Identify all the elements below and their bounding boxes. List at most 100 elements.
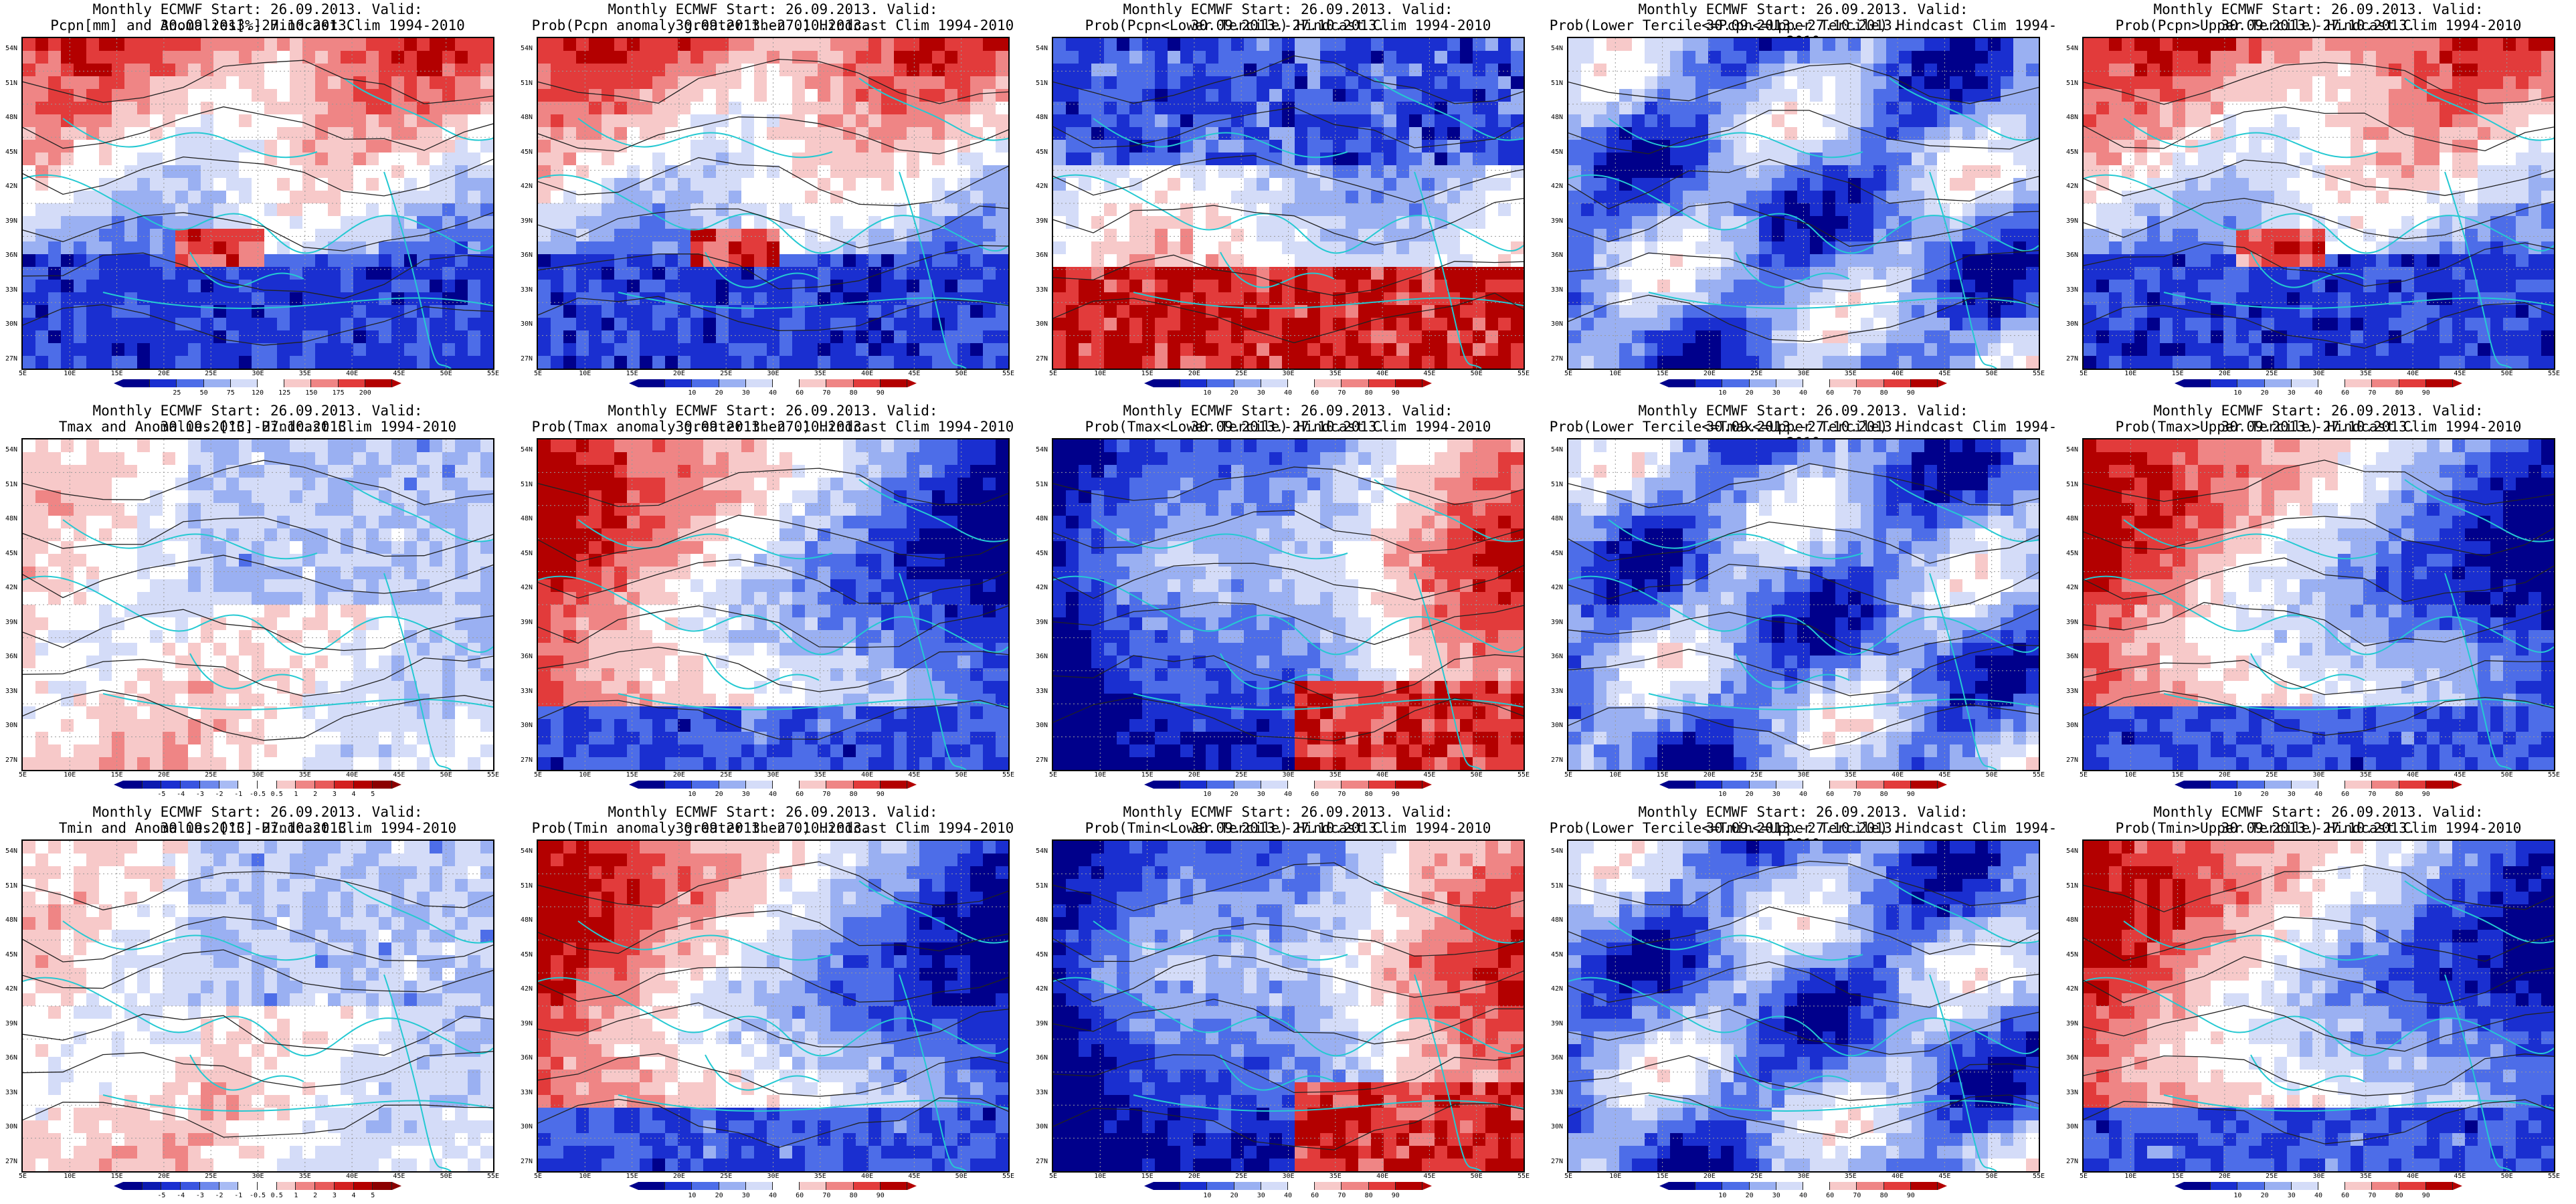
field-cell (1180, 191, 1194, 204)
field-cell (1619, 343, 1633, 357)
field-cell (1924, 241, 1938, 255)
field-cell (1129, 305, 1143, 318)
lon-tick-label: 45E (2454, 370, 2466, 377)
field-cell (652, 318, 666, 331)
field-cell (1091, 343, 1105, 357)
field-cell (290, 356, 303, 369)
field-cell (1746, 140, 1760, 153)
field-cell (2013, 330, 2027, 344)
field-cell (1396, 64, 1410, 77)
field-cell (538, 38, 551, 52)
field-cell (627, 165, 640, 179)
field-cell (1409, 140, 1422, 153)
field-cell (1485, 76, 1499, 90)
field-cell (843, 127, 856, 140)
field-cell (150, 51, 163, 64)
field-cell (957, 254, 971, 268)
field-cell (264, 89, 278, 102)
field-cell (996, 127, 1008, 140)
field-cell (302, 64, 316, 77)
field-cell (468, 343, 481, 357)
field-cell (1721, 280, 1734, 293)
field-cell (2351, 178, 2364, 191)
field-cell (99, 140, 112, 153)
field-cell (1485, 191, 1499, 204)
field-cell (1079, 216, 1092, 229)
field-cell (2122, 292, 2135, 306)
field-cell (2160, 76, 2173, 90)
field-cell (1886, 102, 1900, 115)
field-cell (1975, 114, 1989, 128)
field-cell (1409, 280, 1422, 293)
field-cell (74, 89, 87, 102)
field-cell (932, 229, 945, 242)
field-cell (1594, 343, 1607, 357)
field-cell (1823, 305, 1836, 318)
field-cell (1485, 203, 1499, 217)
field-cell (1180, 216, 1194, 229)
field-cell (455, 64, 468, 77)
field-cell (124, 89, 138, 102)
field-cell (741, 38, 755, 52)
field-cell (1358, 102, 1372, 115)
field-cell (239, 318, 252, 331)
field-cell (945, 280, 958, 293)
field-cell (1295, 241, 1308, 255)
field-cell (576, 356, 589, 369)
field-cell (264, 114, 278, 128)
field-cell (61, 280, 74, 293)
field-cell (1810, 89, 1823, 102)
field-cell (1746, 64, 1760, 77)
field-cell (1784, 89, 1798, 102)
field-cell (957, 229, 971, 242)
field-cell (1657, 89, 1671, 102)
lat-tick-label: 30N (2066, 320, 2079, 328)
field-cell (1924, 51, 1938, 64)
field-cell (1091, 165, 1105, 179)
field-cell (1104, 102, 1117, 115)
field-cell (175, 114, 189, 128)
field-cell (1129, 229, 1143, 242)
field-cell (767, 127, 780, 140)
field-cell (1473, 216, 1486, 229)
field-cell (779, 38, 793, 52)
field-cell (996, 318, 1008, 331)
colorbar-swatch (638, 379, 666, 387)
field-cell (2026, 102, 2039, 115)
field-cell (1384, 267, 1397, 280)
field-cell (150, 203, 163, 217)
field-cell (2109, 254, 2122, 268)
field-cell (1218, 165, 1232, 179)
field-cell (2084, 229, 2097, 242)
field-cell (1320, 178, 1333, 191)
field-cell (868, 51, 882, 64)
field-cell (538, 356, 551, 369)
field-cell (2325, 330, 2338, 344)
field-cell (894, 102, 907, 115)
field-cell (277, 356, 290, 369)
field-cell (2363, 89, 2377, 102)
field-cell (1937, 114, 1950, 128)
field-cell (1422, 127, 1435, 140)
field-cell (2249, 318, 2262, 331)
field-cell (703, 102, 717, 115)
field-cell (970, 343, 984, 357)
field-cell (2300, 241, 2313, 255)
colorbar-swatch (800, 379, 827, 387)
field-cell (341, 267, 354, 280)
field-cell (1244, 178, 1257, 191)
field-cell (2363, 127, 2377, 140)
field-cell (379, 216, 392, 229)
field-cell (2376, 254, 2389, 268)
field-cell (1511, 280, 1524, 293)
field-cell (2478, 102, 2491, 115)
field-cell (2185, 305, 2199, 318)
field-cell (1422, 241, 1435, 255)
field-cell (2516, 165, 2529, 179)
field-cell (86, 153, 100, 166)
field-cell (729, 165, 742, 179)
field-cell (1950, 318, 1963, 331)
field-cell (2528, 318, 2542, 331)
field-cell (1746, 318, 1760, 331)
field-cell (754, 38, 767, 52)
